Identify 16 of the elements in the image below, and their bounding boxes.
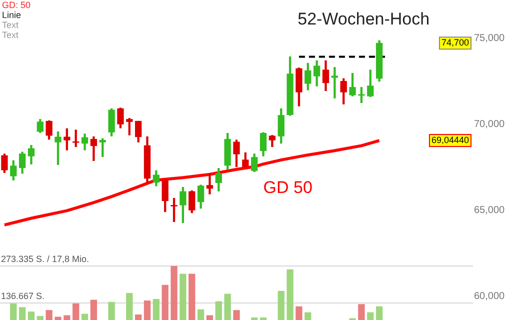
y-tick-label: 70,000 xyxy=(474,118,506,130)
candlestick xyxy=(206,173,214,194)
text: Linie xyxy=(2,10,22,20)
series-label: 52-Wochen-Hoch xyxy=(298,10,430,29)
series-label: GD 50 xyxy=(263,178,312,197)
text: GD: 50 xyxy=(2,0,31,10)
y-tick-label: 60,000 xyxy=(474,290,506,302)
annotation: 74,700 xyxy=(441,38,470,48)
annotation: Text xyxy=(2,30,20,40)
annotation: 69,04440 xyxy=(431,134,470,145)
ref-line-label: 273.335 S. / 17,8 Mio. xyxy=(1,254,90,264)
y-tick-label: 75,000 xyxy=(474,32,506,44)
ref-line-label: 136.667 S. xyxy=(1,290,45,301)
text: Text xyxy=(2,20,20,30)
y-tick-label: 65,000 xyxy=(474,204,506,216)
candlestick xyxy=(331,67,338,98)
